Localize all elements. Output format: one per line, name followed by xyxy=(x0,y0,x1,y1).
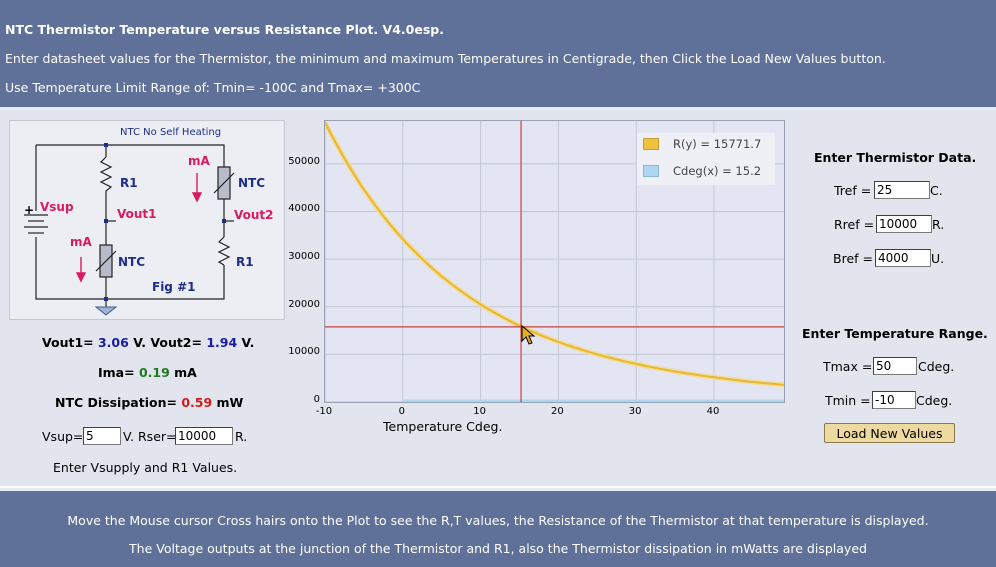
header-bar: NTC Thermistor Temperature versus Resist… xyxy=(0,0,996,110)
vout1-readout-label: Vout1= xyxy=(42,335,94,350)
bref-unit: U. xyxy=(931,251,945,266)
x-tick-label: -10 xyxy=(315,406,333,417)
r1-top-label: R1 xyxy=(120,176,138,190)
ma-right-label: mA xyxy=(188,154,210,168)
plus-sign: + xyxy=(24,203,35,217)
tref-unit: C. xyxy=(930,183,943,198)
rser-input[interactable] xyxy=(175,427,233,445)
footer-instructions: Move the Mouse cursor Cross hairs onto t… xyxy=(67,513,929,528)
vout2-label: Vout2 xyxy=(234,208,274,222)
tref-input[interactable] xyxy=(874,181,930,199)
tmin-label: Tmin = xyxy=(825,393,871,408)
rref-unit: R. xyxy=(932,217,945,232)
tmax-label: Tmax = xyxy=(823,359,873,374)
mouse-pointer-icon xyxy=(521,325,536,345)
tmax-input[interactable] xyxy=(873,357,917,375)
page-title: NTC Thermistor Temperature versus Resist… xyxy=(5,22,444,37)
bref-label: Bref = xyxy=(833,251,873,266)
supply-hint: Enter Vsupply and R1 Values. xyxy=(53,460,238,475)
circuit-diagram: NTC No Self Heating R1 mA NTC + Vsup Vou… xyxy=(9,120,285,320)
r1-bottom-label: R1 xyxy=(236,255,254,269)
instructions-text: Enter datasheet values for the Thermisto… xyxy=(5,51,886,66)
legend-label-r: R(y) = 15771.7 xyxy=(673,137,762,151)
range-heading: Enter Temperature Range. xyxy=(802,326,988,341)
tmin-input[interactable] xyxy=(872,391,916,409)
footer-bar: Move the Mouse cursor Cross hairs onto t… xyxy=(0,488,996,567)
vout-readout: Vout1= 3.06 V. Vout2= 1.94 V. xyxy=(42,335,254,350)
dissipation-readout: NTC Dissipation= 0.59 mW xyxy=(55,395,243,410)
load-new-values-button[interactable]: Load New Values xyxy=(824,423,955,443)
circuit-schematic xyxy=(24,143,235,316)
thermistor-heading: Enter Thermistor Data. xyxy=(814,150,977,165)
vsup-label: Vsup xyxy=(40,200,74,214)
vout2-value: 1.94 xyxy=(206,335,238,350)
ima-value: 0.19 xyxy=(138,365,170,380)
y-tick-label: 10000 xyxy=(288,346,320,358)
dissipation-unit: mW xyxy=(216,395,244,410)
plot-area[interactable]: R(y) = 15771.7 Cdeg(x) = 15.2 xyxy=(324,120,785,403)
vsup-input[interactable] xyxy=(83,427,121,445)
figure-label: Fig #1 xyxy=(152,280,196,294)
y-tick-label: 40000 xyxy=(288,203,320,215)
y-tick-label: 0 xyxy=(313,394,320,405)
footer-note: The Voltage outputs at the junction of t… xyxy=(129,541,867,556)
rref-label: Rref = xyxy=(834,217,875,232)
rser-field-label: Rser= xyxy=(138,429,177,444)
vsup-field-label: Vsup= xyxy=(42,429,84,444)
y-tick-label: 30000 xyxy=(288,251,320,263)
x-tick-label: 0 xyxy=(398,406,405,417)
ntc-left-label: NTC xyxy=(118,255,146,269)
vout2-readout-label: Vout2= xyxy=(150,335,202,350)
y-tick-label: 20000 xyxy=(288,298,320,310)
x-tick-label: 40 xyxy=(706,406,720,417)
dissipation-value: 0.59 xyxy=(181,395,213,410)
x-axis-label: Temperature Cdeg. xyxy=(383,419,503,434)
vout2-unit: V. xyxy=(241,335,255,350)
rser-unit: R. xyxy=(235,429,248,444)
tmin-unit: Cdeg. xyxy=(916,393,953,408)
vsup-unit: V. xyxy=(123,429,134,444)
ma-left-label: mA xyxy=(70,235,92,249)
x-tick-label: 20 xyxy=(551,406,564,417)
ima-unit: mA xyxy=(174,365,197,380)
x-tick-label: 10 xyxy=(473,406,486,417)
circuit-title: NTC No Self Heating xyxy=(120,127,222,138)
legend-label-c: Cdeg(x) = 15.2 xyxy=(673,164,762,178)
vout1-value: 3.06 xyxy=(97,335,129,350)
tmax-unit: Cdeg. xyxy=(918,359,955,374)
ntc-right-label: NTC xyxy=(238,176,266,190)
ima-readout: Ima= 0.19 mA xyxy=(98,365,197,380)
dissipation-label: NTC Dissipation= xyxy=(55,395,177,410)
resistance-curve xyxy=(325,121,784,386)
chart-legend: R(y) = 15771.7 Cdeg(x) = 15.2 xyxy=(637,133,775,185)
x-tick-label: 30 xyxy=(628,406,642,417)
tref-label: Tref = xyxy=(834,183,872,198)
ima-label: Ima= xyxy=(98,365,135,380)
rref-input[interactable] xyxy=(876,215,932,233)
temperature-limit-note: Use Temperature Limit Range of: Tmin= -1… xyxy=(5,80,421,95)
legend-swatch-c xyxy=(643,165,659,177)
vout1-unit: V. xyxy=(133,335,146,350)
bref-input[interactable] xyxy=(875,249,931,267)
vout1-label: Vout1 xyxy=(117,207,157,221)
resistance-plot[interactable] xyxy=(325,121,784,402)
y-tick-label: 50000 xyxy=(288,155,320,167)
legend-swatch-r xyxy=(643,138,659,150)
